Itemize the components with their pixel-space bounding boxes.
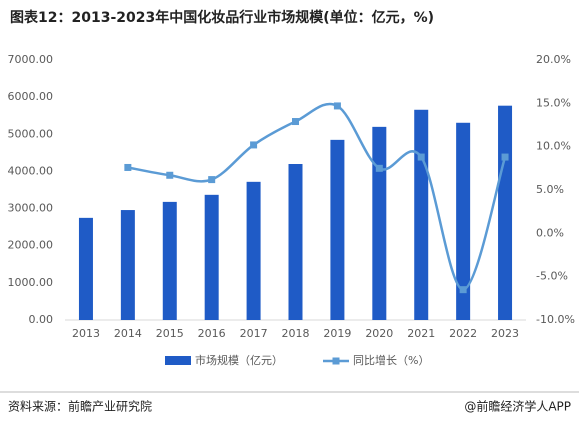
x-tick-label: 2022 <box>449 327 477 340</box>
bar <box>204 194 219 320</box>
y-tick-label: 4000.00 <box>8 164 54 177</box>
x-tick-label: 2014 <box>114 327 142 340</box>
line-marker <box>459 286 467 294</box>
y2-tick-label: -10.0% <box>536 313 575 326</box>
legend-swatch <box>332 357 340 365</box>
bar <box>372 126 387 320</box>
line-marker <box>501 153 509 161</box>
y-tick-label: 5000.00 <box>8 127 54 140</box>
bar <box>288 164 303 320</box>
y-tick-label: 2000.00 <box>8 239 54 252</box>
line-marker <box>124 163 132 171</box>
x-tick-label: 2013 <box>72 327 100 340</box>
y-tick-label: 3000.00 <box>8 202 54 215</box>
bar <box>162 201 177 320</box>
y-tick-label: 7000.00 <box>8 53 54 66</box>
y2-tick-label: 15.0% <box>536 96 571 109</box>
legend-label: 市场规模（亿元） <box>195 353 283 367</box>
bar <box>456 122 471 321</box>
y2-tick-label: 5.0% <box>536 183 564 196</box>
line-marker <box>375 164 383 172</box>
y2-tick-label: 0.0% <box>536 226 564 239</box>
x-tick-label: 2020 <box>365 327 393 340</box>
bar <box>78 217 93 320</box>
x-tick-label: 2018 <box>282 327 310 340</box>
line-marker <box>166 171 174 179</box>
bar <box>498 105 513 320</box>
y-tick-label: 6000.00 <box>8 90 54 103</box>
line-marker <box>417 153 425 161</box>
x-tick-label: 2017 <box>240 327 268 340</box>
line-marker <box>250 141 258 149</box>
y-tick-label: 1000.00 <box>8 276 54 289</box>
line-marker <box>208 176 216 184</box>
bar <box>120 210 135 320</box>
bar <box>414 109 429 321</box>
credit: @前瞻经济学人APP <box>464 399 571 414</box>
line-marker <box>292 118 299 126</box>
source: 资料来源：前瞻产业研究院 <box>8 399 152 414</box>
chart-title: 图表12：2013-2023年中国化妆品行业市场规模(单位：亿元，%) <box>10 9 434 26</box>
y2-tick-label: -5.0% <box>536 270 568 283</box>
y-tick-label: 0.00 <box>29 313 54 326</box>
bar <box>330 139 345 320</box>
x-tick-label: 2015 <box>156 327 184 340</box>
bar <box>246 181 261 320</box>
y2-tick-label: 10.0% <box>536 140 571 153</box>
legend-swatch <box>165 356 191 365</box>
legend-label: 同比增长（%） <box>353 353 429 367</box>
x-tick-label: 2023 <box>491 327 519 340</box>
x-tick-label: 2021 <box>407 327 435 340</box>
y2-tick-label: 20.0% <box>536 53 571 66</box>
x-tick-label: 2016 <box>198 327 226 340</box>
x-tick-label: 2019 <box>323 327 351 340</box>
line-marker <box>333 102 341 110</box>
